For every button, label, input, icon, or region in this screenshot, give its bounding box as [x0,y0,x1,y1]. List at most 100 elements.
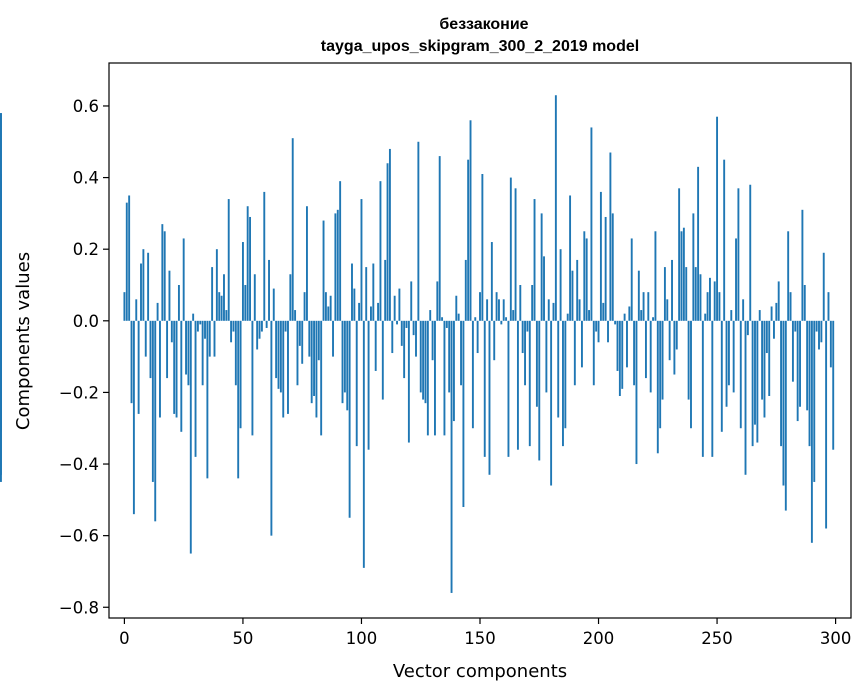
bar [588,310,590,321]
bar [227,199,230,321]
bar [125,202,128,321]
bar [263,191,266,321]
bar [687,320,690,400]
bar [550,320,553,486]
bar [322,220,325,321]
bar [398,288,401,321]
bar [336,209,339,321]
y-tick-label: 0.2 [73,240,99,259]
bar [713,281,716,321]
bar [675,320,678,350]
bar [275,320,278,379]
bar [623,313,626,321]
bar [144,320,147,357]
bar [808,320,811,447]
bar [602,302,605,321]
bar [346,320,349,411]
bar [452,320,455,422]
bar [0,320,2,475]
bar [564,320,567,429]
bar [237,320,240,479]
bar [746,320,749,336]
bar [732,320,735,393]
x-tick-label: 50 [232,629,253,648]
bar [294,310,297,321]
bar [431,320,434,361]
bar [360,199,363,321]
bar [701,320,704,457]
bar [552,302,555,321]
bar [822,252,825,321]
bar [609,152,612,321]
bar [813,320,816,482]
bar [234,320,237,386]
bar [436,281,439,321]
bar [204,320,206,339]
chart-subtitle: tayga_upos_skipgram_300_2_2019 model [321,38,639,55]
bar [787,231,790,321]
y-tick-label: −0.8 [59,598,99,617]
bar [794,320,797,332]
bar [370,306,372,321]
bar [618,320,621,396]
bar [578,299,581,321]
bar [422,320,425,400]
bar [706,292,709,321]
bar [607,320,609,343]
bar [647,292,650,321]
bar [626,320,628,368]
bar [289,274,292,321]
bar [424,320,427,404]
bar [403,320,406,379]
bar [727,320,730,386]
y-tick-label: −0.6 [59,527,99,546]
bar [0,313,2,321]
bar [716,116,719,321]
bar [666,299,669,321]
bar [251,320,254,436]
bar [580,320,583,368]
bar [358,302,361,321]
bar [149,320,152,379]
bar [770,306,773,321]
bar [635,320,638,465]
bar [137,320,140,414]
bar [509,177,512,321]
bar [630,238,633,321]
bar [796,320,799,422]
bar [806,320,809,411]
bar [599,191,602,321]
bar [182,238,185,321]
bar [343,320,346,393]
bar [775,302,778,321]
x-tick-label: 200 [583,629,615,648]
bar [215,249,218,321]
bar [417,141,420,321]
bar [505,317,508,321]
bar [799,320,801,407]
bar [540,213,543,321]
bar [592,320,595,386]
bar [450,320,453,593]
bar [405,320,408,328]
bar [128,195,131,321]
bar [761,320,764,400]
bar [386,163,389,321]
bar [801,209,804,321]
bar [175,320,178,418]
bar [524,320,526,386]
bar [324,292,327,321]
bar [159,320,161,418]
bar [332,320,334,357]
bar [545,320,548,393]
bar [457,313,460,321]
bar [329,295,332,321]
bar [519,285,522,321]
x-tick-label: 150 [464,629,496,648]
bar [206,320,209,479]
bar [469,120,472,321]
bar [163,231,166,321]
bar [735,238,737,321]
bar [829,320,832,368]
